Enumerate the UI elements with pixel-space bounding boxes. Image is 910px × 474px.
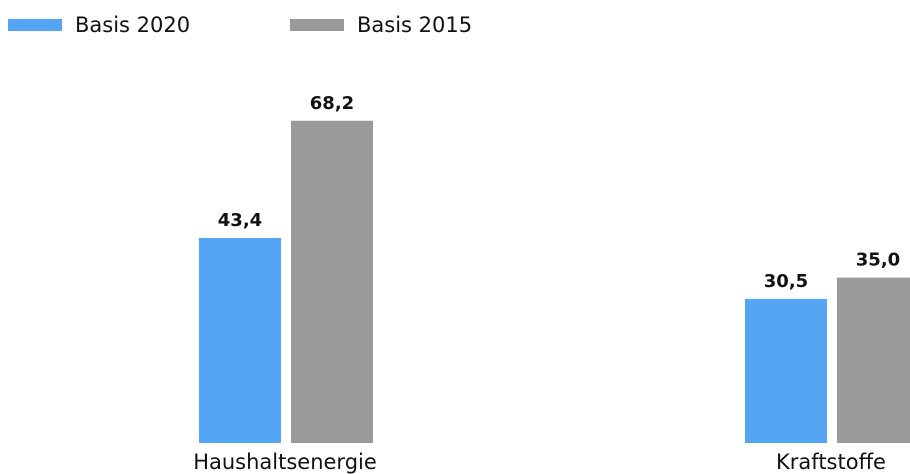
legend-text: Basis 2020: [75, 13, 190, 37]
x-tick-label: Kraftstoffe: [776, 450, 886, 474]
legend-text: Basis 2015: [357, 13, 472, 37]
value-label: 35,0: [856, 250, 900, 271]
bar: [291, 120, 373, 443]
bar: [745, 298, 827, 443]
value-label: 30,5: [764, 271, 808, 292]
bar: [837, 277, 910, 443]
legend-swatch: [8, 19, 62, 31]
legend-swatch: [290, 19, 344, 31]
bar: [199, 237, 281, 443]
value-label: 68,2: [310, 93, 354, 114]
x-tick-label: Haushaltsenergie: [193, 450, 377, 474]
value-label: 43,4: [218, 210, 262, 231]
